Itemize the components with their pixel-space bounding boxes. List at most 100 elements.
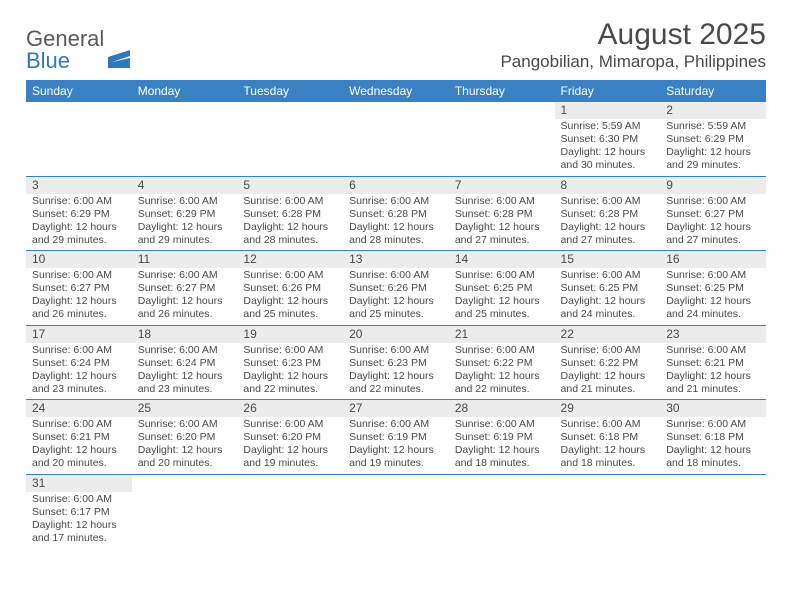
daylight-text: Daylight: 12 hours <box>32 444 126 457</box>
daylight-text: Daylight: 12 hours <box>666 146 760 159</box>
calendar-day-cell: 29Sunrise: 6:00 AMSunset: 6:18 PMDayligh… <box>555 400 661 475</box>
daylight-text: Daylight: 12 hours <box>32 519 126 532</box>
calendar-day-cell: 18Sunrise: 6:00 AMSunset: 6:24 PMDayligh… <box>132 325 238 400</box>
calendar-week-row: 17Sunrise: 6:00 AMSunset: 6:24 PMDayligh… <box>26 325 766 400</box>
sunrise-text: Sunrise: 6:00 AM <box>455 195 549 208</box>
day-number-empty <box>343 475 449 492</box>
sunset-text: Sunset: 6:29 PM <box>138 208 232 221</box>
calendar-header-row: SundayMondayTuesdayWednesdayThursdayFrid… <box>26 80 766 102</box>
daylight-text: and 29 minutes. <box>32 234 126 247</box>
daylight-text: and 24 minutes. <box>561 308 655 321</box>
daylight-text: and 27 minutes. <box>455 234 549 247</box>
calendar-week-row: 10Sunrise: 6:00 AMSunset: 6:27 PMDayligh… <box>26 251 766 326</box>
day-number: 2 <box>660 102 766 119</box>
day-details: Sunrise: 6:00 AMSunset: 6:23 PMDaylight:… <box>343 343 449 400</box>
calendar-day-cell: 5Sunrise: 6:00 AMSunset: 6:28 PMDaylight… <box>237 176 343 251</box>
sunrise-text: Sunrise: 6:00 AM <box>243 195 337 208</box>
daylight-text: Daylight: 12 hours <box>455 370 549 383</box>
daylight-text: Daylight: 12 hours <box>32 221 126 234</box>
day-details: Sunrise: 6:00 AMSunset: 6:27 PMDaylight:… <box>660 194 766 251</box>
sunrise-text: Sunrise: 6:00 AM <box>32 418 126 431</box>
day-number: 27 <box>343 400 449 417</box>
day-details: Sunrise: 6:00 AMSunset: 6:18 PMDaylight:… <box>660 417 766 474</box>
sunset-text: Sunset: 6:27 PM <box>666 208 760 221</box>
calendar-body: 1Sunrise: 5:59 AMSunset: 6:30 PMDaylight… <box>26 102 766 548</box>
daylight-text: and 22 minutes. <box>349 383 443 396</box>
sunrise-text: Sunrise: 6:00 AM <box>32 269 126 282</box>
daylight-text: and 27 minutes. <box>561 234 655 247</box>
day-details: Sunrise: 6:00 AMSunset: 6:20 PMDaylight:… <box>132 417 238 474</box>
calendar-day-cell: 16Sunrise: 6:00 AMSunset: 6:25 PMDayligh… <box>660 251 766 326</box>
day-details: Sunrise: 6:00 AMSunset: 6:21 PMDaylight:… <box>26 417 132 474</box>
daylight-text: and 17 minutes. <box>32 532 126 545</box>
daylight-text: and 20 minutes. <box>138 457 232 470</box>
day-details: Sunrise: 6:00 AMSunset: 6:26 PMDaylight:… <box>237 268 343 325</box>
daylight-text: and 25 minutes. <box>349 308 443 321</box>
sunrise-text: Sunrise: 6:00 AM <box>666 344 760 357</box>
sunset-text: Sunset: 6:19 PM <box>349 431 443 444</box>
calendar-day-cell: 31Sunrise: 6:00 AMSunset: 6:17 PMDayligh… <box>26 474 132 548</box>
calendar-day-cell: 1Sunrise: 5:59 AMSunset: 6:30 PMDaylight… <box>555 102 661 176</box>
day-number: 17 <box>26 326 132 343</box>
day-number-empty <box>237 475 343 492</box>
calendar-day-cell <box>132 102 238 176</box>
day-details: Sunrise: 6:00 AMSunset: 6:23 PMDaylight:… <box>237 343 343 400</box>
calendar-day-cell: 6Sunrise: 6:00 AMSunset: 6:28 PMDaylight… <box>343 176 449 251</box>
day-number: 13 <box>343 251 449 268</box>
daylight-text: Daylight: 12 hours <box>138 221 232 234</box>
day-details: Sunrise: 6:00 AMSunset: 6:18 PMDaylight:… <box>555 417 661 474</box>
day-details: Sunrise: 6:00 AMSunset: 6:20 PMDaylight:… <box>237 417 343 474</box>
sunset-text: Sunset: 6:20 PM <box>138 431 232 444</box>
daylight-text: and 30 minutes. <box>561 159 655 172</box>
sunrise-text: Sunrise: 5:59 AM <box>561 120 655 133</box>
calendar-day-cell <box>660 474 766 548</box>
calendar-day-cell: 15Sunrise: 6:00 AMSunset: 6:25 PMDayligh… <box>555 251 661 326</box>
month-title: August 2025 <box>500 18 766 52</box>
weekday-header: Saturday <box>660 80 766 102</box>
sunrise-text: Sunrise: 6:00 AM <box>32 344 126 357</box>
daylight-text: and 29 minutes. <box>666 159 760 172</box>
daylight-text: Daylight: 12 hours <box>666 370 760 383</box>
day-number: 30 <box>660 400 766 417</box>
daylight-text: Daylight: 12 hours <box>455 444 549 457</box>
day-details: Sunrise: 6:00 AMSunset: 6:25 PMDaylight:… <box>555 268 661 325</box>
daylight-text: Daylight: 12 hours <box>349 221 443 234</box>
calendar-day-cell: 19Sunrise: 6:00 AMSunset: 6:23 PMDayligh… <box>237 325 343 400</box>
day-number-empty <box>555 475 661 492</box>
daylight-text: and 22 minutes. <box>455 383 549 396</box>
day-number: 26 <box>237 400 343 417</box>
daylight-text: Daylight: 12 hours <box>666 221 760 234</box>
brand-logo: General Blue <box>26 28 130 72</box>
daylight-text: and 25 minutes. <box>243 308 337 321</box>
day-number: 1 <box>555 102 661 119</box>
day-number: 14 <box>449 251 555 268</box>
daylight-text: Daylight: 12 hours <box>138 295 232 308</box>
sunset-text: Sunset: 6:24 PM <box>138 357 232 370</box>
daylight-text: Daylight: 12 hours <box>32 370 126 383</box>
sunrise-text: Sunrise: 6:00 AM <box>138 195 232 208</box>
sunset-text: Sunset: 6:22 PM <box>455 357 549 370</box>
calendar-day-cell <box>449 474 555 548</box>
brand-text: General Blue <box>26 28 104 72</box>
calendar-day-cell: 14Sunrise: 6:00 AMSunset: 6:25 PMDayligh… <box>449 251 555 326</box>
daylight-text: Daylight: 12 hours <box>561 295 655 308</box>
day-number: 16 <box>660 251 766 268</box>
day-details: Sunrise: 6:00 AMSunset: 6:17 PMDaylight:… <box>26 492 132 549</box>
daylight-text: Daylight: 12 hours <box>243 444 337 457</box>
daylight-text: and 22 minutes. <box>243 383 337 396</box>
daylight-text: Daylight: 12 hours <box>138 444 232 457</box>
day-details: Sunrise: 6:00 AMSunset: 6:19 PMDaylight:… <box>449 417 555 474</box>
day-number: 7 <box>449 177 555 194</box>
sunset-text: Sunset: 6:23 PM <box>243 357 337 370</box>
daylight-text: and 26 minutes. <box>32 308 126 321</box>
sunrise-text: Sunrise: 6:00 AM <box>666 195 760 208</box>
daylight-text: Daylight: 12 hours <box>243 370 337 383</box>
sunset-text: Sunset: 6:28 PM <box>455 208 549 221</box>
sunrise-text: Sunrise: 6:00 AM <box>455 344 549 357</box>
calendar-day-cell: 4Sunrise: 6:00 AMSunset: 6:29 PMDaylight… <box>132 176 238 251</box>
sunrise-text: Sunrise: 6:00 AM <box>455 418 549 431</box>
daylight-text: Daylight: 12 hours <box>349 370 443 383</box>
daylight-text: Daylight: 12 hours <box>455 221 549 234</box>
sunrise-text: Sunrise: 5:59 AM <box>666 120 760 133</box>
sunset-text: Sunset: 6:26 PM <box>243 282 337 295</box>
